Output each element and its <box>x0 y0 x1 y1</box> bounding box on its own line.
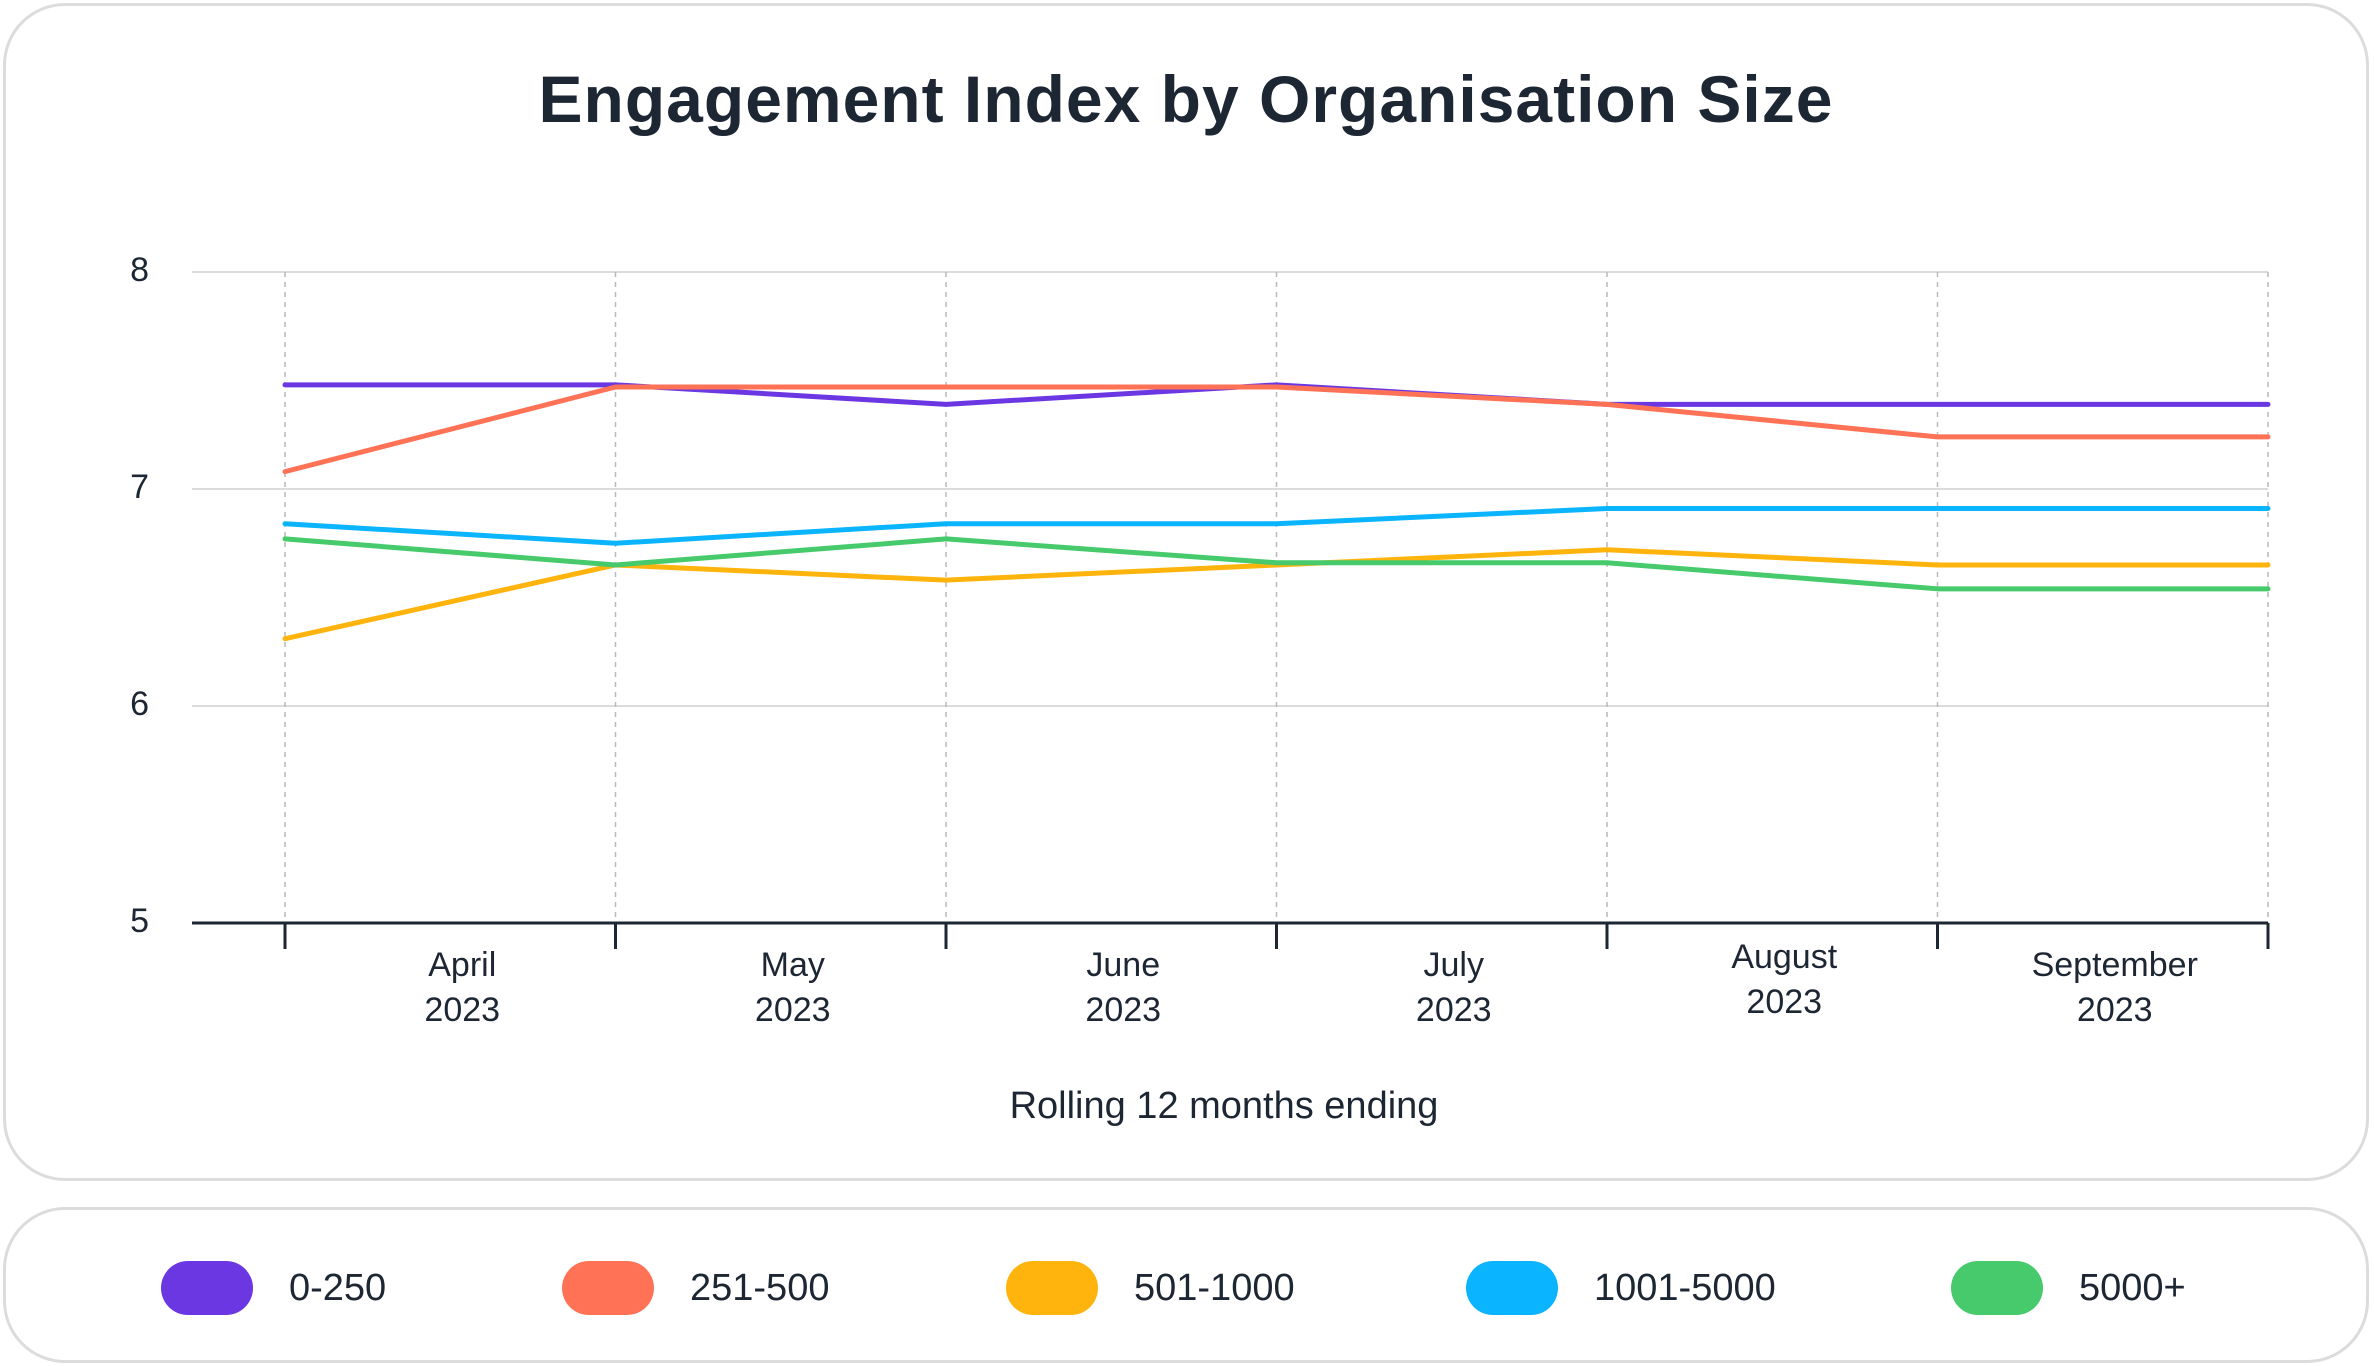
x-tick-label: May 2023 <box>755 946 831 1029</box>
legend-label: 501-1000 <box>1134 1266 1295 1309</box>
x-tick-label-line: 2023 <box>1746 983 1822 1021</box>
legend-swatch-1001-5000 <box>1466 1261 1558 1315</box>
legend-card: 0-250 251-500 501-1000 1001-5000 5000+ <box>3 1207 2369 1363</box>
legend-label: 0-250 <box>289 1266 387 1309</box>
legend-item-1001-5000: 1001-5000 <box>1466 1260 1776 1316</box>
x-tick-label-line: August <box>1731 938 1837 976</box>
series-line-5000-plus <box>282 536 2271 592</box>
x-tick-label-line: June <box>1086 946 1160 984</box>
x-tick-label: July 2023 <box>1416 946 1492 1029</box>
x-tick-label-line: 2023 <box>755 991 831 1029</box>
x-tick-label-line: July <box>1424 946 1484 984</box>
series-line-1001-5000 <box>282 506 2271 546</box>
x-tick-label: August 2023 <box>1731 938 1837 1021</box>
chart-title: Engagement Index by Organisation Size <box>538 62 1834 136</box>
series-line-251-500 <box>282 384 2271 475</box>
y-tick-label: 8 <box>130 251 149 289</box>
x-tick-label-line: 2023 <box>424 991 500 1029</box>
x-tick-label-line: May <box>761 946 825 984</box>
legend-item-5000-plus: 5000+ <box>1951 1260 2186 1316</box>
legend-swatch-501-1000 <box>1006 1261 1098 1315</box>
legend-item-501-1000: 501-1000 <box>1006 1260 1295 1316</box>
chart-card: Engagement Index by Organisation Size 5 6… <box>3 3 2369 1181</box>
legend-swatch-251-500 <box>562 1261 654 1315</box>
x-tick-label: June 2023 <box>1085 946 1161 1029</box>
x-tick-label-line: 2023 <box>2077 991 2153 1029</box>
x-tick-label-line: April <box>428 946 496 984</box>
x-tick-label-line: September <box>2032 946 2198 984</box>
x-tick-label: September 2023 <box>2032 946 2198 1029</box>
x-tick-label: April 2023 <box>424 946 500 1029</box>
legend-item-0-250: 0-250 <box>161 1260 386 1316</box>
legend-label: 251-500 <box>690 1266 830 1309</box>
legend-swatch-0-250 <box>161 1261 253 1315</box>
legend-label: 1001-5000 <box>1594 1266 1776 1309</box>
y-tick-label: 5 <box>130 902 149 940</box>
legend-swatch-5000-plus <box>1951 1261 2043 1315</box>
y-tick-label: 7 <box>130 468 149 506</box>
x-axis-title: Rolling 12 months ending <box>1010 1085 1439 1127</box>
x-tick-label-line: 2023 <box>1085 991 1161 1029</box>
x-tick-label-line: 2023 <box>1416 991 1492 1029</box>
legend-item-251-500: 251-500 <box>562 1260 829 1316</box>
legend-label: 5000+ <box>2079 1266 2186 1309</box>
y-tick-label: 6 <box>130 685 149 723</box>
